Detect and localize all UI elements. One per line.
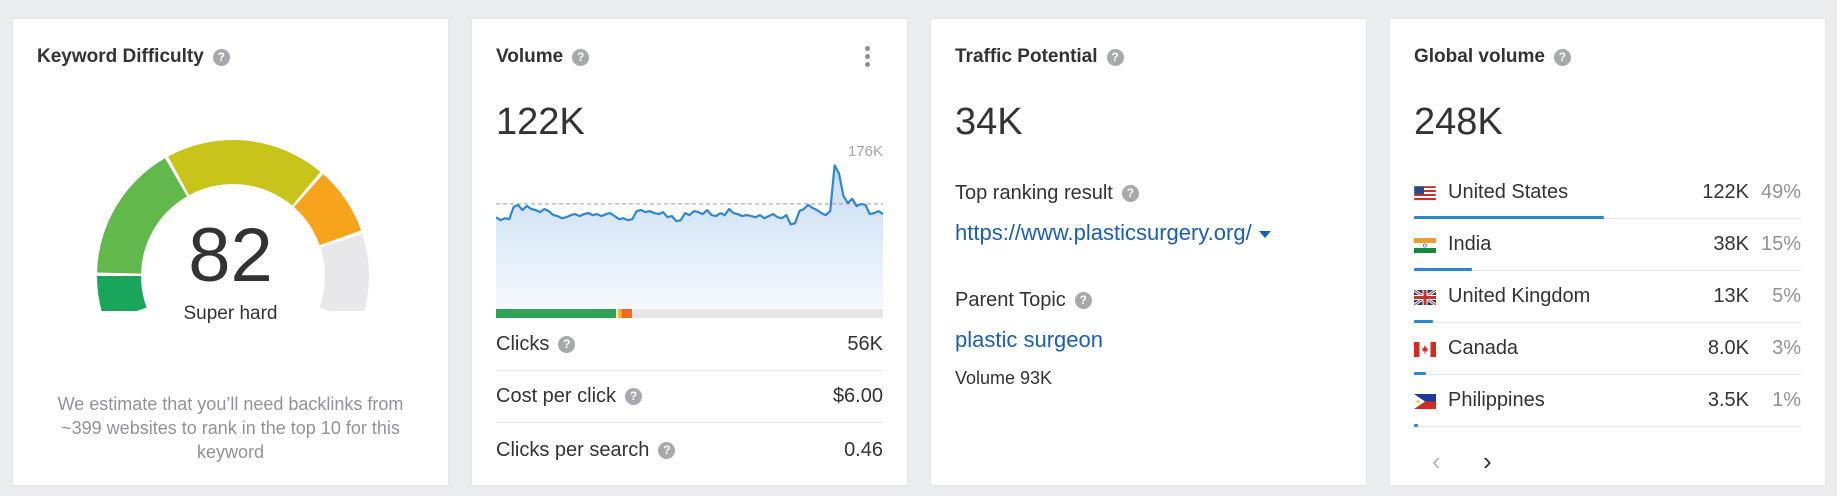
country-share-bar bbox=[1414, 372, 1426, 375]
parent-topic-label: Parent Topic ? bbox=[955, 289, 1092, 312]
country-row[interactable]: United States 122K 49% bbox=[1414, 167, 1801, 219]
gauge-segment-super-hard bbox=[293, 174, 362, 246]
kd-score: 82 bbox=[188, 213, 273, 298]
philippines-flag-icon bbox=[1414, 394, 1436, 409]
help-icon[interactable]: ? bbox=[1121, 185, 1139, 202]
volume-value: 122K bbox=[496, 101, 585, 143]
us-flag-icon bbox=[1414, 186, 1436, 201]
country-name: United Kingdom bbox=[1448, 285, 1591, 307]
help-icon[interactable]: ? bbox=[212, 48, 230, 66]
tp-value: 34K bbox=[955, 101, 1023, 143]
help-icon[interactable]: ? bbox=[1106, 48, 1124, 66]
chart-max-label: 176K bbox=[847, 143, 883, 160]
cpc-label: Cost per click bbox=[496, 385, 617, 407]
canada-flag-icon bbox=[1414, 342, 1436, 357]
country-volume: 122K bbox=[1702, 181, 1749, 203]
top-ranking-url-text[interactable]: https://www.plasticsurgery.org/ bbox=[955, 220, 1252, 245]
clicks-value: 56K bbox=[847, 333, 883, 355]
country-percent: 15% bbox=[1760, 233, 1801, 255]
more-options-icon[interactable] bbox=[865, 46, 871, 70]
country-percent: 5% bbox=[1772, 285, 1801, 307]
cpc-row: Cost per click? $6.00 bbox=[496, 371, 883, 423]
country-share-bar bbox=[1414, 216, 1604, 219]
country-volume: 38K bbox=[1713, 233, 1749, 255]
country-volume: 13K bbox=[1713, 285, 1749, 307]
help-icon[interactable]: ? bbox=[558, 336, 576, 353]
cps-label: Clicks per search bbox=[496, 438, 650, 461]
traffic-potential-card: Traffic Potential ? 34K Top ranking resu… bbox=[931, 19, 1366, 485]
clicks-distribution-bar bbox=[496, 309, 883, 318]
kd-score-label: Super hard bbox=[183, 303, 278, 324]
country-volume: 3.5K bbox=[1707, 389, 1749, 411]
help-icon[interactable]: ? bbox=[1553, 48, 1571, 66]
gauge-segment-hard bbox=[168, 140, 321, 206]
paid-clicks-segment bbox=[617, 309, 632, 318]
cps-row: Clicks per search? 0.46 bbox=[496, 424, 883, 476]
volume-trend-chart[interactable] bbox=[496, 137, 883, 309]
country-row[interactable]: Canada 8.0K 3% bbox=[1414, 323, 1801, 375]
keyword-difficulty-card: Keyword Difficulty ? 82 Super hard We es… bbox=[13, 19, 448, 485]
kd-gauge bbox=[97, 140, 369, 311]
clicks-label: Clicks bbox=[496, 333, 550, 355]
country-row[interactable]: Philippines 3.5K 1% bbox=[1414, 375, 1801, 427]
country-volume: 8.0K bbox=[1707, 337, 1749, 359]
kd-title-text: Keyword Difficulty bbox=[37, 46, 204, 67]
help-icon[interactable]: ? bbox=[572, 48, 590, 66]
top-ranking-label-text: Top ranking result bbox=[955, 182, 1113, 204]
country-row[interactable]: United Kingdom 13K 5% bbox=[1414, 271, 1801, 323]
country-name: Philippines bbox=[1448, 389, 1545, 411]
uk-flag-icon bbox=[1414, 290, 1436, 305]
gv-title: Global volume ? bbox=[1414, 46, 1571, 68]
country-share-bar bbox=[1414, 268, 1473, 271]
country-percent: 1% bbox=[1772, 389, 1801, 411]
gauge-segment-medium bbox=[97, 158, 187, 274]
global-volume-card: Global volume ? 248K United States 122K … bbox=[1390, 19, 1825, 485]
gv-title-text: Global volume bbox=[1414, 46, 1545, 67]
country-percent: 3% bbox=[1772, 337, 1801, 359]
parent-topic-link[interactable]: plastic surgeon bbox=[955, 327, 1103, 353]
gv-value: 248K bbox=[1414, 101, 1503, 143]
volume-area bbox=[496, 165, 883, 309]
country-name: Canada bbox=[1448, 337, 1519, 359]
kd-description: We estimate that you’ll need backlinks f… bbox=[57, 394, 404, 462]
tp-title: Traffic Potential ? bbox=[955, 46, 1124, 68]
volume-card: Volume ? 122K 176K Clicks? 56K Cost per … bbox=[472, 19, 907, 485]
country-share-bar bbox=[1414, 320, 1434, 323]
help-icon[interactable]: ? bbox=[1074, 292, 1092, 309]
organic-clicks-segment bbox=[496, 309, 616, 318]
volume-line bbox=[496, 164, 883, 226]
caret-down-icon[interactable] bbox=[1258, 231, 1271, 238]
gauge-segment-very-easy bbox=[97, 276, 147, 311]
gauge-segment-remaining bbox=[319, 233, 369, 311]
chevron-right-icon[interactable]: › bbox=[1483, 446, 1492, 476]
tp-title-text: Traffic Potential bbox=[955, 46, 1098, 67]
parent-topic-text[interactable]: plastic surgeon bbox=[955, 327, 1103, 352]
parent-topic-volume: Volume 93K bbox=[955, 368, 1053, 388]
help-icon[interactable]: ? bbox=[658, 441, 676, 459]
country-share-bar bbox=[1414, 424, 1418, 427]
cps-value: 0.46 bbox=[844, 438, 883, 461]
volume-title: Volume ? bbox=[496, 46, 590, 68]
top-ranking-url[interactable]: https://www.plasticsurgery.org/ bbox=[955, 220, 1271, 246]
help-icon[interactable]: ? bbox=[625, 388, 643, 405]
volume-title-text: Volume bbox=[496, 46, 564, 67]
country-row[interactable]: India 38K 15% bbox=[1414, 219, 1801, 271]
cpc-value: $6.00 bbox=[832, 385, 883, 407]
kd-title: Keyword Difficulty ? bbox=[37, 46, 230, 68]
india-flag-icon bbox=[1414, 238, 1436, 253]
country-percent: 49% bbox=[1760, 181, 1801, 203]
country-name: United States bbox=[1448, 181, 1569, 203]
top-ranking-label: Top ranking result ? bbox=[955, 182, 1139, 205]
clicks-row: Clicks? 56K bbox=[496, 319, 883, 371]
parent-topic-label-text: Parent Topic bbox=[955, 289, 1066, 311]
chevron-left-icon[interactable]: ‹ bbox=[1432, 446, 1441, 476]
country-name: India bbox=[1448, 233, 1492, 255]
